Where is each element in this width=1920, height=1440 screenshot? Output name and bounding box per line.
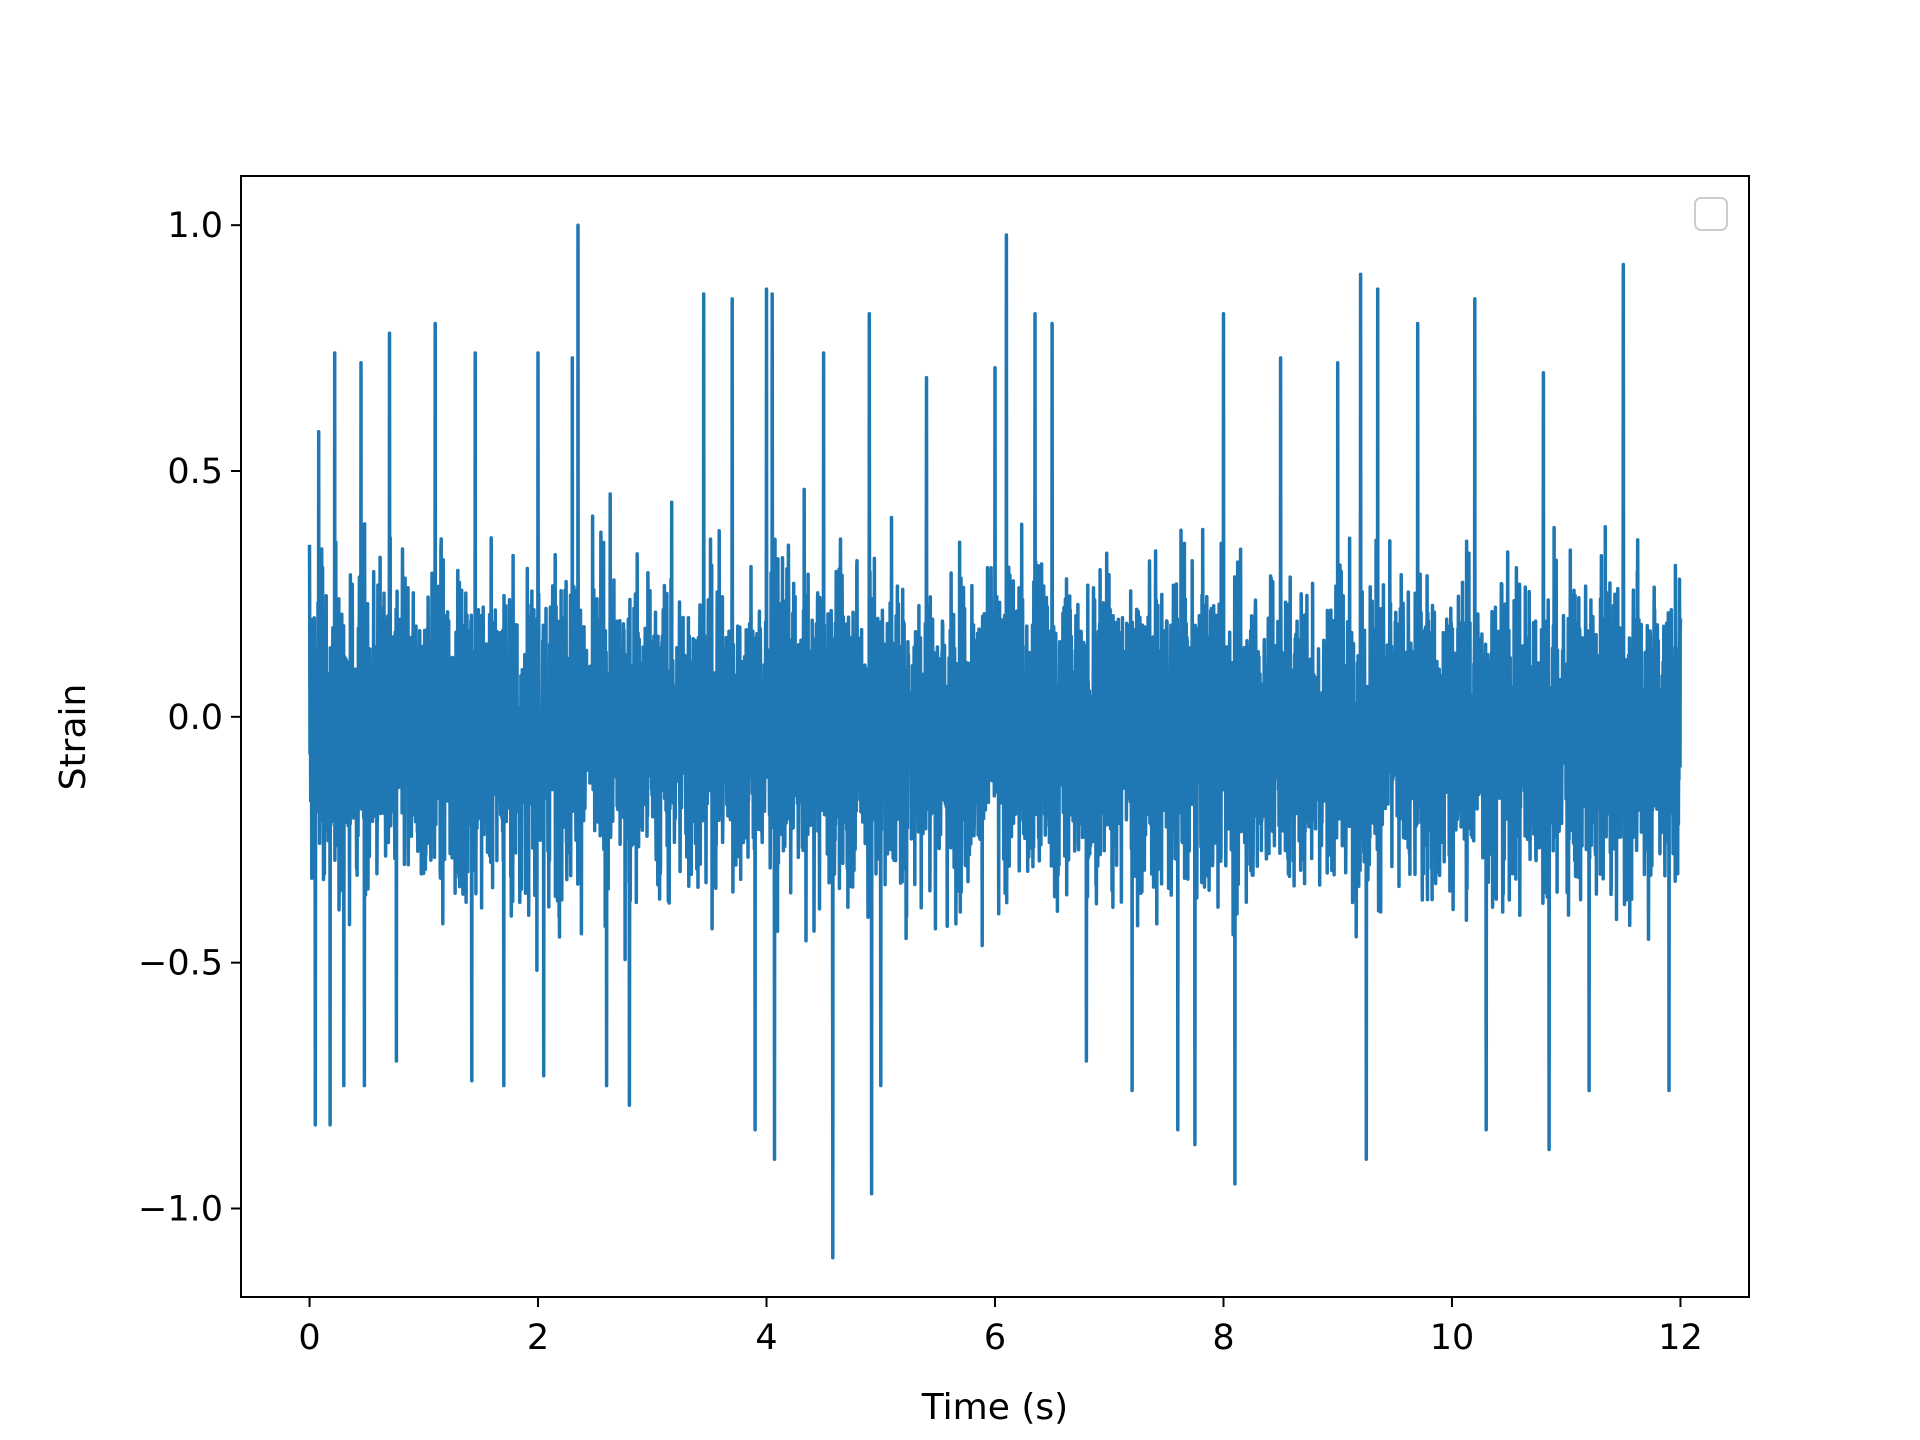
y-tick-label: 0.5 xyxy=(167,452,223,492)
y-tick-label: −1.0 xyxy=(138,1190,223,1230)
x-tick-label: 6 xyxy=(984,1318,1006,1358)
x-tick-label: 10 xyxy=(1430,1318,1475,1358)
y-tick-label: −0.5 xyxy=(138,944,223,984)
y-tick-label: 1.0 xyxy=(167,206,223,246)
y-axis-ticks: 1.0 0.5 0.0 −0.5 −1.0 xyxy=(138,206,241,1230)
x-tick-label: 12 xyxy=(1658,1318,1703,1358)
x-tick-label: 8 xyxy=(1212,1318,1234,1358)
x-axis-label: Time (s) xyxy=(921,1387,1068,1428)
plot-area xyxy=(307,223,1683,1260)
x-axis-ticks: 0 2 4 6 8 10 12 xyxy=(298,1297,1703,1358)
y-axis-label: Strain xyxy=(53,684,94,791)
x-tick-label: 2 xyxy=(527,1318,549,1358)
legend-box[interactable] xyxy=(1694,197,1728,231)
y-tick-label: 0.0 xyxy=(167,698,223,738)
x-tick-label: 4 xyxy=(755,1318,777,1358)
x-tick-label: 0 xyxy=(298,1318,320,1358)
series-line-strain xyxy=(307,223,1683,1260)
